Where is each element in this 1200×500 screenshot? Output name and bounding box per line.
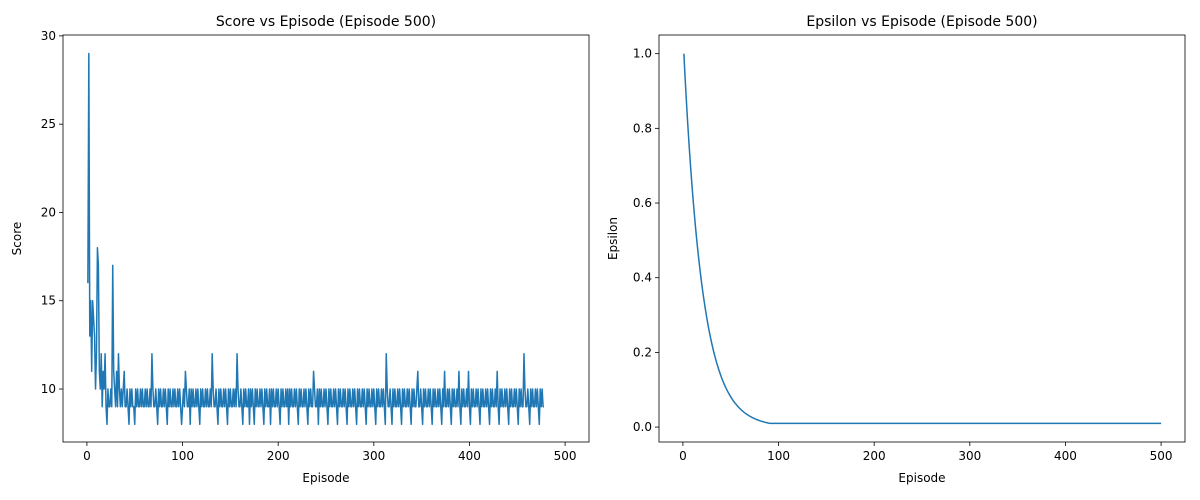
score-chart-x-tick-label: 300 [362,449,385,463]
epsilon-chart-x-tick-label: 300 [958,449,981,463]
score-chart-x-tick-label: 500 [554,449,577,463]
epsilon-chart-y-tick-label: 1.0 [633,47,652,61]
score-chart-title: Score vs Episode (Episode 500) [216,14,436,30]
score-chart-x-tick-label: 0 [83,449,91,463]
epsilon-chart-ylabel: Epsilon [606,217,620,260]
score-chart-x-tick-label: 200 [267,449,290,463]
score-chart-series-line [87,52,545,426]
epsilon-chart-y-tick-label: 0.8 [633,121,652,135]
epsilon-chart-x-tick-label: 200 [863,449,886,463]
score-chart: Score vs Episode (Episode 500) Episode S… [10,14,590,485]
epsilon-chart-y-tick-label: 0.0 [633,420,652,434]
epsilon-chart-y-tick-label: 0.2 [633,345,652,359]
score-chart-x-tick-label: 400 [458,449,481,463]
score-chart-y-tick-label: 20 [41,205,56,219]
epsilon-chart-plot-frame [658,34,1186,443]
epsilon-chart-x-tick-label: 400 [1054,449,1077,463]
epsilon-chart-x-tick-label: 500 [1150,449,1173,463]
epsilon-chart-series-line [683,53,1162,425]
score-chart-y-tick-label: 15 [41,294,56,308]
score-chart-x-tick-label: 100 [171,449,194,463]
epsilon-chart-y-tick-label: 0.4 [633,271,652,285]
score-chart-ylabel: Score [10,222,24,256]
epsilon-chart-y-tick-label: 0.6 [633,196,652,210]
score-chart-xlabel: Episode [302,471,349,485]
epsilon-chart-x-tick-label: 0 [679,449,687,463]
score-chart-y-tick-label: 10 [41,382,56,396]
epsilon-chart: Epsilon vs Episode (Episode 500) Episode… [606,14,1186,485]
score-chart-y-tick-label: 30 [41,29,56,43]
epsilon-chart-x-tick-label: 100 [767,449,790,463]
epsilon-chart-title: Epsilon vs Episode (Episode 500) [806,14,1037,30]
epsilon-chart-xlabel: Episode [898,471,945,485]
score-chart-y-tick-label: 25 [41,117,56,131]
score-chart-plot-frame [62,34,590,443]
